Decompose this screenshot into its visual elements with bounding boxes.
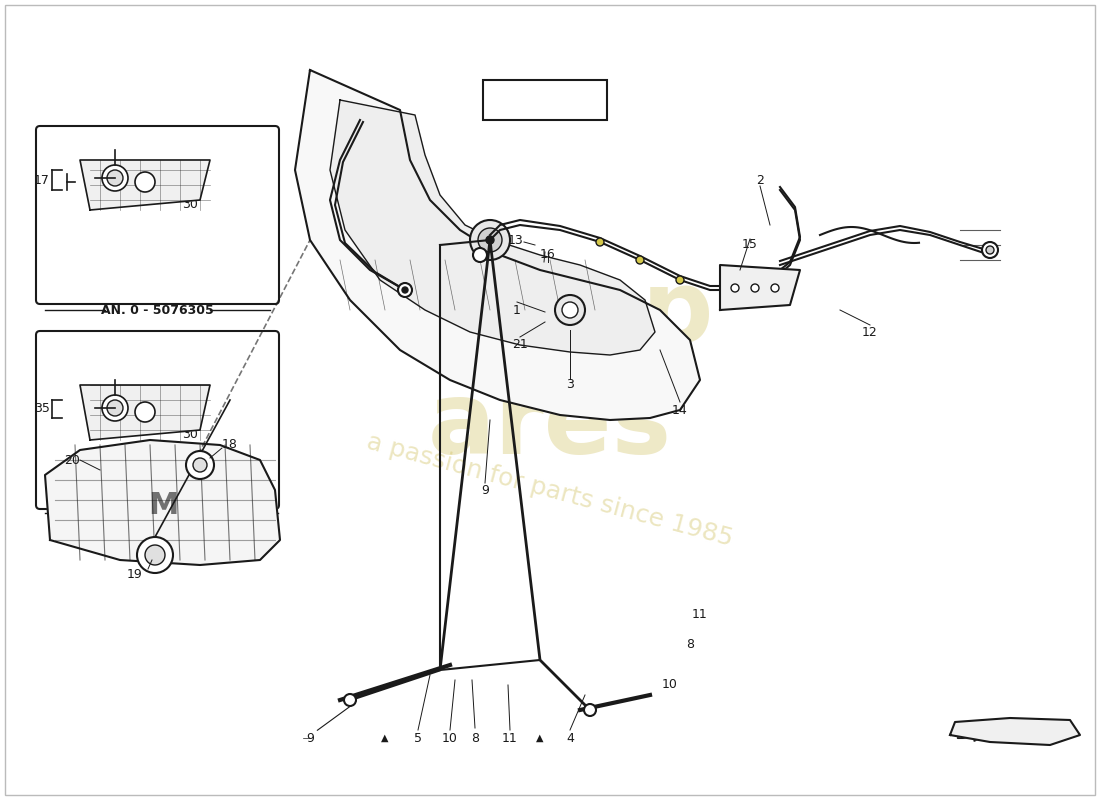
Text: 19: 19 — [128, 569, 143, 582]
Circle shape — [470, 220, 510, 260]
Circle shape — [676, 276, 684, 284]
Circle shape — [102, 165, 128, 191]
FancyBboxPatch shape — [36, 126, 279, 304]
Text: 12: 12 — [862, 326, 878, 338]
Polygon shape — [330, 100, 654, 355]
Text: 31: 31 — [82, 174, 99, 187]
FancyBboxPatch shape — [483, 80, 607, 120]
FancyBboxPatch shape — [36, 331, 279, 509]
Circle shape — [344, 694, 356, 706]
Polygon shape — [45, 440, 280, 565]
Circle shape — [398, 283, 412, 297]
Text: 5: 5 — [414, 731, 422, 745]
Circle shape — [486, 236, 494, 244]
Circle shape — [145, 545, 165, 565]
Circle shape — [107, 170, 123, 186]
Text: M: M — [147, 490, 178, 519]
Polygon shape — [720, 265, 800, 310]
Text: 1: 1 — [513, 303, 521, 317]
Text: 16: 16 — [540, 249, 556, 262]
Text: AN. 5076306 - 99999999: AN. 5076306 - 99999999 — [70, 506, 243, 519]
Text: 14: 14 — [672, 403, 688, 417]
Circle shape — [986, 246, 994, 254]
Circle shape — [107, 400, 123, 416]
Text: 4: 4 — [566, 731, 574, 745]
Circle shape — [102, 395, 128, 421]
Polygon shape — [950, 718, 1080, 745]
Text: 30: 30 — [183, 427, 198, 441]
Circle shape — [636, 256, 644, 264]
Circle shape — [192, 458, 207, 472]
Text: 9: 9 — [481, 483, 488, 497]
Circle shape — [562, 302, 578, 318]
Circle shape — [596, 238, 604, 246]
Text: 11: 11 — [502, 731, 518, 745]
Text: europ
ares: europ ares — [386, 266, 714, 474]
Text: 9: 9 — [306, 731, 313, 745]
Text: 15: 15 — [742, 238, 758, 251]
Circle shape — [138, 537, 173, 573]
Text: 18: 18 — [222, 438, 238, 451]
Text: 8: 8 — [686, 638, 694, 651]
Circle shape — [135, 172, 155, 192]
Text: AN. 0 - 5076305: AN. 0 - 5076305 — [100, 303, 213, 317]
Text: ▲: ▲ — [537, 733, 543, 743]
Text: 17: 17 — [34, 174, 50, 186]
Text: 20: 20 — [64, 454, 80, 466]
Text: 13: 13 — [507, 234, 522, 246]
Polygon shape — [295, 70, 700, 420]
Text: 35: 35 — [34, 402, 50, 415]
Text: 2: 2 — [756, 174, 763, 186]
Polygon shape — [80, 385, 210, 440]
Circle shape — [982, 242, 998, 258]
Circle shape — [478, 228, 502, 252]
Circle shape — [186, 451, 214, 479]
Circle shape — [473, 248, 487, 262]
Circle shape — [732, 284, 739, 292]
Text: 3: 3 — [566, 378, 574, 391]
Polygon shape — [80, 160, 210, 210]
Circle shape — [751, 284, 759, 292]
Text: 30: 30 — [183, 198, 198, 210]
Text: 10: 10 — [662, 678, 678, 691]
Circle shape — [402, 287, 408, 293]
Text: 8: 8 — [471, 731, 478, 745]
Text: ▲: ▲ — [382, 733, 388, 743]
Text: a passion for parts since 1985: a passion for parts since 1985 — [364, 430, 736, 550]
Circle shape — [556, 295, 585, 325]
Text: 11: 11 — [692, 609, 708, 622]
Text: ▲ = 34: ▲ = 34 — [520, 93, 570, 107]
Circle shape — [135, 402, 155, 422]
Circle shape — [584, 704, 596, 716]
Circle shape — [771, 284, 779, 292]
Text: 10: 10 — [442, 731, 458, 745]
Text: 21: 21 — [513, 338, 528, 351]
